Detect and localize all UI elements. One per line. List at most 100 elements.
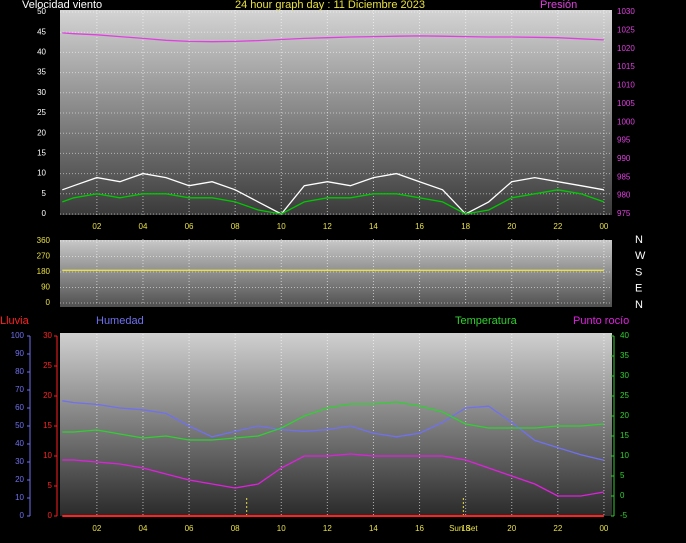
y-tick-label: 5 (42, 189, 47, 198)
y-tick-label: 1020 (617, 44, 635, 53)
y-tick-label: 60 (15, 403, 24, 412)
y-tick-label: 0 (46, 298, 51, 307)
pressure-label: Presión (540, 0, 577, 11)
y-tick-label: 985 (617, 172, 631, 181)
x-tick-label: 04 (139, 524, 148, 533)
y-tick-label: 15 (37, 149, 46, 158)
x-tick-label: 12 (323, 222, 332, 231)
y-tick-label: 1025 (617, 25, 635, 34)
wind-label: Velocidad viento (22, 0, 102, 11)
series-line (62, 453, 605, 497)
y-tick-label: 20 (37, 128, 46, 137)
series-line (62, 172, 605, 215)
x-tick-label: 10 (277, 222, 286, 231)
y-tick-label: 20 (43, 391, 52, 400)
y-tick-label: 0 (42, 209, 47, 218)
panel-climate (60, 333, 612, 516)
y-tick-label: 15 (43, 421, 52, 430)
compass-label: W (635, 250, 646, 262)
y-tick-label: 70 (15, 385, 24, 394)
x-tick-label: 10 (277, 524, 286, 533)
y-tick-label: 50 (37, 7, 46, 16)
y-tick-label: 50 (15, 421, 24, 430)
x-tick-label: 00 (599, 524, 608, 533)
series-line (62, 401, 604, 441)
y-tick-label: 10 (15, 493, 24, 502)
y-tick-label: 30 (620, 371, 629, 380)
y-tick-label: 45 (37, 27, 46, 36)
y-tick-label: 270 (37, 252, 51, 261)
y-tick-label: 180 (37, 267, 51, 276)
x-tick-label: 16 (415, 222, 424, 231)
y-tick-label: 40 (620, 331, 629, 340)
x-tick-label: 08 (231, 524, 240, 533)
y-tick-label: 0 (48, 511, 53, 520)
y-tick-label: 20 (620, 411, 629, 420)
compass-label: N (635, 299, 643, 311)
x-tick-label: 06 (185, 524, 194, 533)
y-tick-label: 80 (15, 367, 24, 376)
y-tick-label: 35 (620, 351, 629, 360)
y-tick-label: 15 (620, 431, 629, 440)
y-tick-label: 30 (15, 457, 24, 466)
x-tick-label: 20 (507, 222, 516, 231)
compass-label: N (635, 234, 643, 246)
y-tick-label: 995 (617, 136, 631, 145)
legend-temperature: Temperatura (455, 315, 518, 327)
y-tick-label: 25 (620, 391, 629, 400)
legend-humidity: Humedad (96, 315, 144, 327)
y-tick-label: 1015 (617, 62, 635, 71)
y-tick-label: 975 (617, 209, 631, 218)
compass-label: S (635, 266, 642, 278)
chart-title: 24 hour graph day : 11 Diciembre 2023 (235, 0, 425, 11)
y-tick-label: 90 (15, 349, 24, 358)
x-tick-label: 06 (185, 222, 194, 231)
y-tick-label: 0 (620, 491, 625, 500)
sun-label: Sun Set (449, 524, 478, 533)
y-tick-label: 990 (617, 154, 631, 163)
y-tick-label: 980 (617, 191, 631, 200)
x-tick-label: 04 (139, 222, 148, 231)
y-tick-label: 1005 (617, 99, 635, 108)
x-tick-label: 18 (461, 524, 470, 533)
y-tick-label: 10 (620, 451, 629, 460)
x-tick-label: 02 (92, 524, 101, 533)
y-tick-label: 100 (11, 331, 25, 340)
y-tick-label: 25 (43, 361, 52, 370)
x-tick-label: 14 (369, 222, 378, 231)
x-tick-label: 16 (415, 524, 424, 533)
x-tick-label: 14 (369, 524, 378, 533)
panel-direction (60, 240, 612, 307)
y-tick-label: 40 (15, 439, 24, 448)
y-tick-label: 40 (37, 48, 46, 57)
y-tick-label: 1010 (617, 81, 635, 90)
series-line (62, 189, 605, 215)
legend-dewpoint: Punto rocío (573, 315, 629, 327)
x-tick-label: 00 (599, 222, 608, 231)
x-tick-label: 22 (553, 222, 562, 231)
y-tick-label: 10 (43, 451, 52, 460)
y-tick-label: 0 (20, 511, 25, 520)
y-tick-label: 35 (37, 68, 46, 77)
y-tick-label: 10 (37, 169, 46, 178)
y-tick-label: 30 (37, 88, 46, 97)
compass-label: E (635, 283, 642, 295)
y-tick-label: 360 (37, 236, 51, 245)
series-line (62, 400, 605, 461)
y-tick-label: 5 (620, 471, 625, 480)
y-tick-label: 25 (37, 108, 46, 117)
x-tick-label: 02 (92, 222, 101, 231)
y-tick-label: 1030 (617, 7, 635, 16)
y-tick-label: 5 (48, 481, 53, 490)
x-tick-label: 22 (553, 524, 562, 533)
y-tick-label: 20 (15, 475, 24, 484)
x-tick-label: 12 (323, 524, 332, 533)
y-tick-label: 90 (41, 283, 50, 292)
y-tick-label: 1000 (617, 117, 635, 126)
y-tick-label: 30 (43, 331, 52, 340)
legend-rain: Lluvia (0, 315, 30, 327)
x-tick-label: 18 (461, 222, 470, 231)
series-line (62, 32, 604, 43)
x-tick-label: 08 (231, 222, 240, 231)
